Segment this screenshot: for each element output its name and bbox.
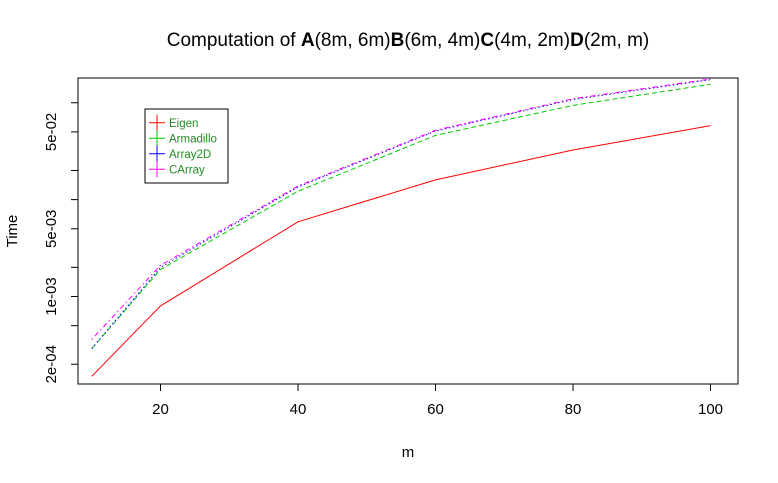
series-line-array2d: [91, 79, 711, 349]
y-axis-label: Time: [4, 215, 21, 248]
chart-title-part: D: [570, 30, 584, 51]
chart-title-part: B: [391, 30, 405, 51]
x-axis: 20 40 60 80 100: [152, 383, 723, 418]
legend-label-eigen: Eigen: [169, 118, 198, 130]
series-lines: [91, 78, 711, 377]
chart-title: Computation of A(8m, 6m)B(6m, 4m)C(4m, 2…: [167, 30, 650, 51]
x-tick-label: 20: [152, 401, 169, 418]
chart-title-part: C: [480, 30, 494, 51]
chart-title-part: (2m, m): [584, 30, 649, 51]
chart-title-part: (6m, 4m): [404, 30, 480, 51]
legend-label-carray: CArray: [169, 164, 205, 176]
legend-box: [144, 108, 229, 184]
chart-title-part: (4m, 2m): [494, 30, 570, 51]
y-tick-label: 2e-04: [43, 345, 60, 383]
legend: Eigen Armadillo Array2D CArray: [144, 108, 229, 184]
y-tick-label: 5e-02: [43, 113, 60, 151]
y-axis: 2e-04 1e-03 5e-03 5e-02: [43, 102, 79, 383]
x-tick-label: 60: [427, 401, 444, 418]
legend-label-armadillo: Armadillo: [169, 133, 217, 145]
series-line-armadillo: [91, 83, 711, 349]
x-tick-label: 40: [290, 401, 307, 418]
x-tick-label: 80: [565, 401, 582, 418]
legend-label-array2d: Array2D: [169, 149, 211, 161]
y-tick-label: 1e-03: [43, 277, 60, 315]
series-line-eigen: [91, 125, 711, 377]
x-axis-label: m: [402, 444, 415, 461]
chart-title-part: Computation of: [167, 30, 301, 51]
chart-title-part: A: [301, 30, 315, 51]
x-tick-label: 100: [698, 401, 723, 418]
series-line-carray: [91, 78, 711, 340]
y-tick-label: 5e-03: [43, 210, 60, 248]
chart-title-part: (8m, 6m): [315, 30, 391, 51]
